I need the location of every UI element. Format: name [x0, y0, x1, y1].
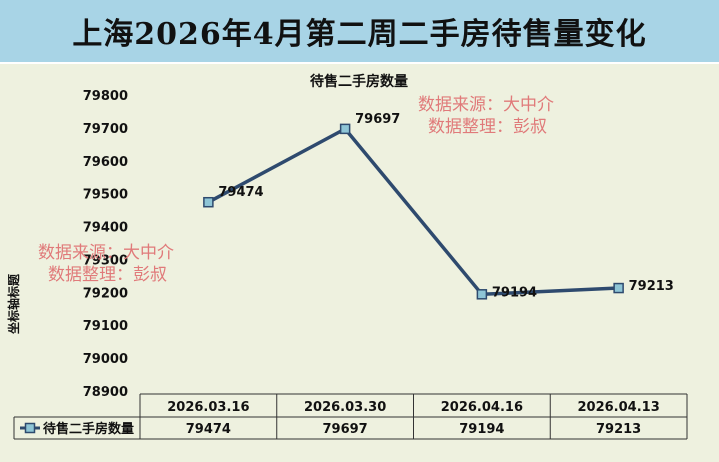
watermark-source: 数据来源：大中介 — [418, 95, 554, 115]
data-point — [203, 196, 214, 208]
watermark-author: 数据整理：彭叔 — [428, 117, 547, 137]
y-axis-title: 坐标轴标题 — [6, 273, 21, 334]
table-category-label: 2026.03.30 — [304, 400, 386, 415]
table-value-cell: 79213 — [596, 422, 641, 437]
line-chart: 待售二手房数量 坐标轴标题 79800797007960079500794007… — [6, 73, 688, 440]
table-category-label: 2026.04.13 — [578, 400, 660, 415]
table-category-label: 2026.04.16 — [441, 400, 523, 415]
y-tick-label: 79800 — [83, 89, 128, 104]
watermark-author: 数据整理：彭叔 — [48, 265, 167, 285]
y-tick-label: 79300 — [83, 253, 128, 268]
watermark-right: 数据来源：大中介 数据整理：彭叔 — [418, 94, 554, 138]
data-point — [339, 123, 351, 135]
data-point — [476, 289, 488, 300]
table-value-cell: 79474 — [186, 422, 231, 437]
y-tick-label: 79500 — [83, 188, 128, 203]
data-label: 79697 — [355, 112, 400, 127]
watermark-source: 数据来源：大中介 — [38, 243, 174, 263]
y-tick-label: 79600 — [83, 155, 128, 170]
data-label: 79474 — [218, 185, 263, 200]
data-label: 79194 — [492, 285, 537, 300]
y-tick-label: 79100 — [83, 319, 128, 334]
watermark-left: 数据来源：大中介 数据整理：彭叔 — [38, 242, 174, 286]
y-tick-label: 79000 — [83, 352, 128, 367]
data-label: 79213 — [629, 279, 674, 294]
chart-title: 待售二手房数量 — [310, 73, 408, 90]
y-axis-ticks: 79800 79700 79600 79500 79400 79300 79200 79100… — [83, 89, 128, 400]
y-tick-label: 79200 — [83, 286, 128, 301]
legend-series-name: 待售二手房数量 — [42, 421, 134, 437]
data-table: 2026.03.16 2026.03.30 2026.04.16 2026.04.13… — [13, 393, 688, 440]
y-tick-label: 79400 — [83, 221, 128, 236]
table-category-label: 2026.03.16 — [167, 400, 249, 415]
table-value-cell: 79697 — [323, 422, 368, 437]
table-value-cell: 79194 — [459, 422, 504, 437]
title-bar: 上海2026年4月第二周二手房待售量变化 — [0, 0, 719, 64]
y-tick-label: 78900 — [83, 385, 128, 400]
data-point — [613, 282, 624, 294]
y-tick-label: 79700 — [83, 122, 128, 137]
legend-marker-swatch — [24, 422, 36, 434]
page-title: 上海2026年4月第二周二手房待售量变化 — [72, 17, 647, 52]
series-line — [207, 127, 619, 297]
series-group: 79474 79697 79194 79213 — [203, 112, 674, 300]
